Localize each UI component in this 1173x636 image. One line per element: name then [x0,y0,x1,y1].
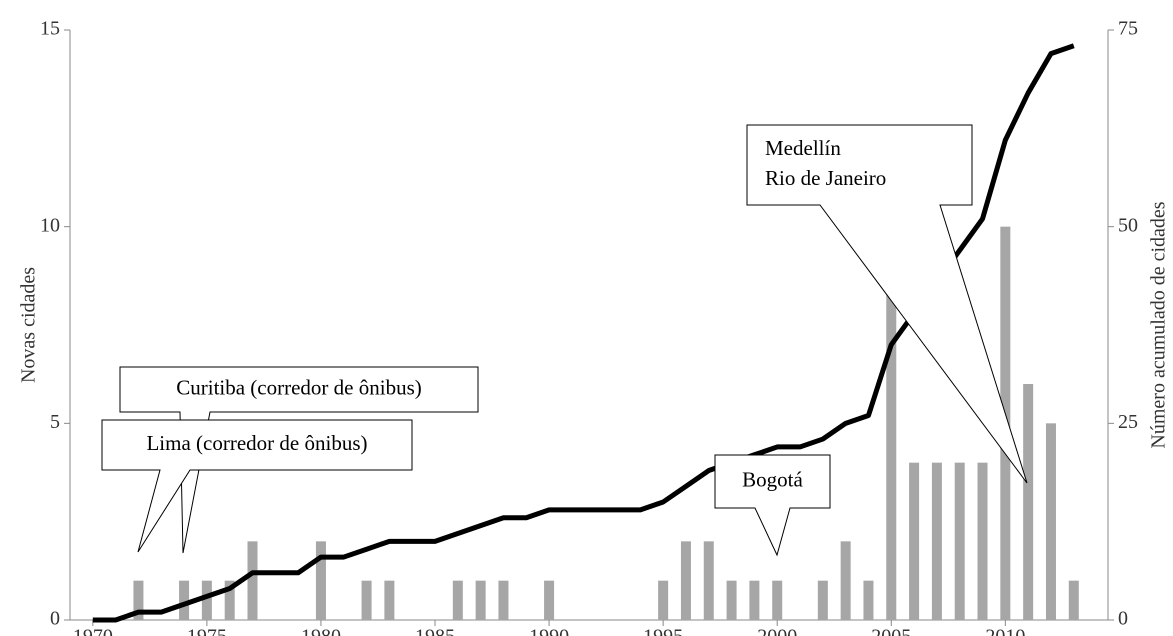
callout: Lima (corredor de ônibus) [101,419,413,553]
bar [977,462,988,620]
callout-text: Rio de Janeiro [765,166,886,190]
x-tick-label: 2000 [757,626,797,636]
x-tick-label: 1970 [73,626,113,636]
callout: Medellín Rio de Janeiro [746,124,1028,484]
bar [817,580,828,620]
bar [658,580,669,620]
bar [224,580,235,620]
callout: Curitiba (corredor de ônibus) [119,366,479,554]
y-tick-label: 10 [40,214,60,236]
y2-tick-label: 50 [1118,214,1138,236]
callout-text: Curitiba (corredor de ônibus) [176,375,422,399]
x-tick-label: 2010 [985,626,1025,636]
y2-tick-label: 75 [1118,18,1138,40]
bar [680,541,691,620]
x-tick-label: 1995 [643,626,683,636]
y-tick-label: 5 [50,411,60,433]
bar [475,580,486,620]
y-tick-label: 15 [40,18,60,40]
callout-text: Lima (corredor de ônibus) [146,431,367,455]
x-tick-label: 2005 [871,626,911,636]
x-tick-label: 1975 [187,626,227,636]
y2-axis-label: Número acumulado de cidades [1148,201,1170,448]
bar [840,541,851,620]
callout-box [746,124,1028,484]
bar [749,580,760,620]
bar [726,580,737,620]
x-tick-label: 1980 [301,626,341,636]
bar [133,580,144,620]
bar [909,462,920,620]
callout: Bogotá [714,454,831,557]
callout-text: Medellín [765,136,841,160]
y2-tick-label: 25 [1118,411,1138,433]
callout-box [101,419,413,553]
bar [498,580,509,620]
y2-tick-label: 0 [1118,608,1128,630]
callout-box [119,366,479,554]
bar [315,541,326,620]
bar [931,462,942,620]
bar [703,541,714,620]
bar [772,580,783,620]
bar [1045,423,1056,620]
y-tick-label: 0 [50,608,60,630]
bar [863,580,874,620]
bar [361,580,372,620]
bar [1068,580,1079,620]
x-tick-label: 1990 [529,626,569,636]
bar [247,541,258,620]
bar [179,580,190,620]
y-axis-label: Novas cidades [18,267,40,383]
bar [201,580,212,620]
callout-text: Bogotá [742,467,803,491]
bar [384,580,395,620]
bar [954,462,965,620]
x-tick-label: 1985 [415,626,455,636]
bar [1023,384,1034,620]
callout-box [714,454,831,557]
bar [452,580,463,620]
bar [544,580,555,620]
bar [886,266,897,620]
